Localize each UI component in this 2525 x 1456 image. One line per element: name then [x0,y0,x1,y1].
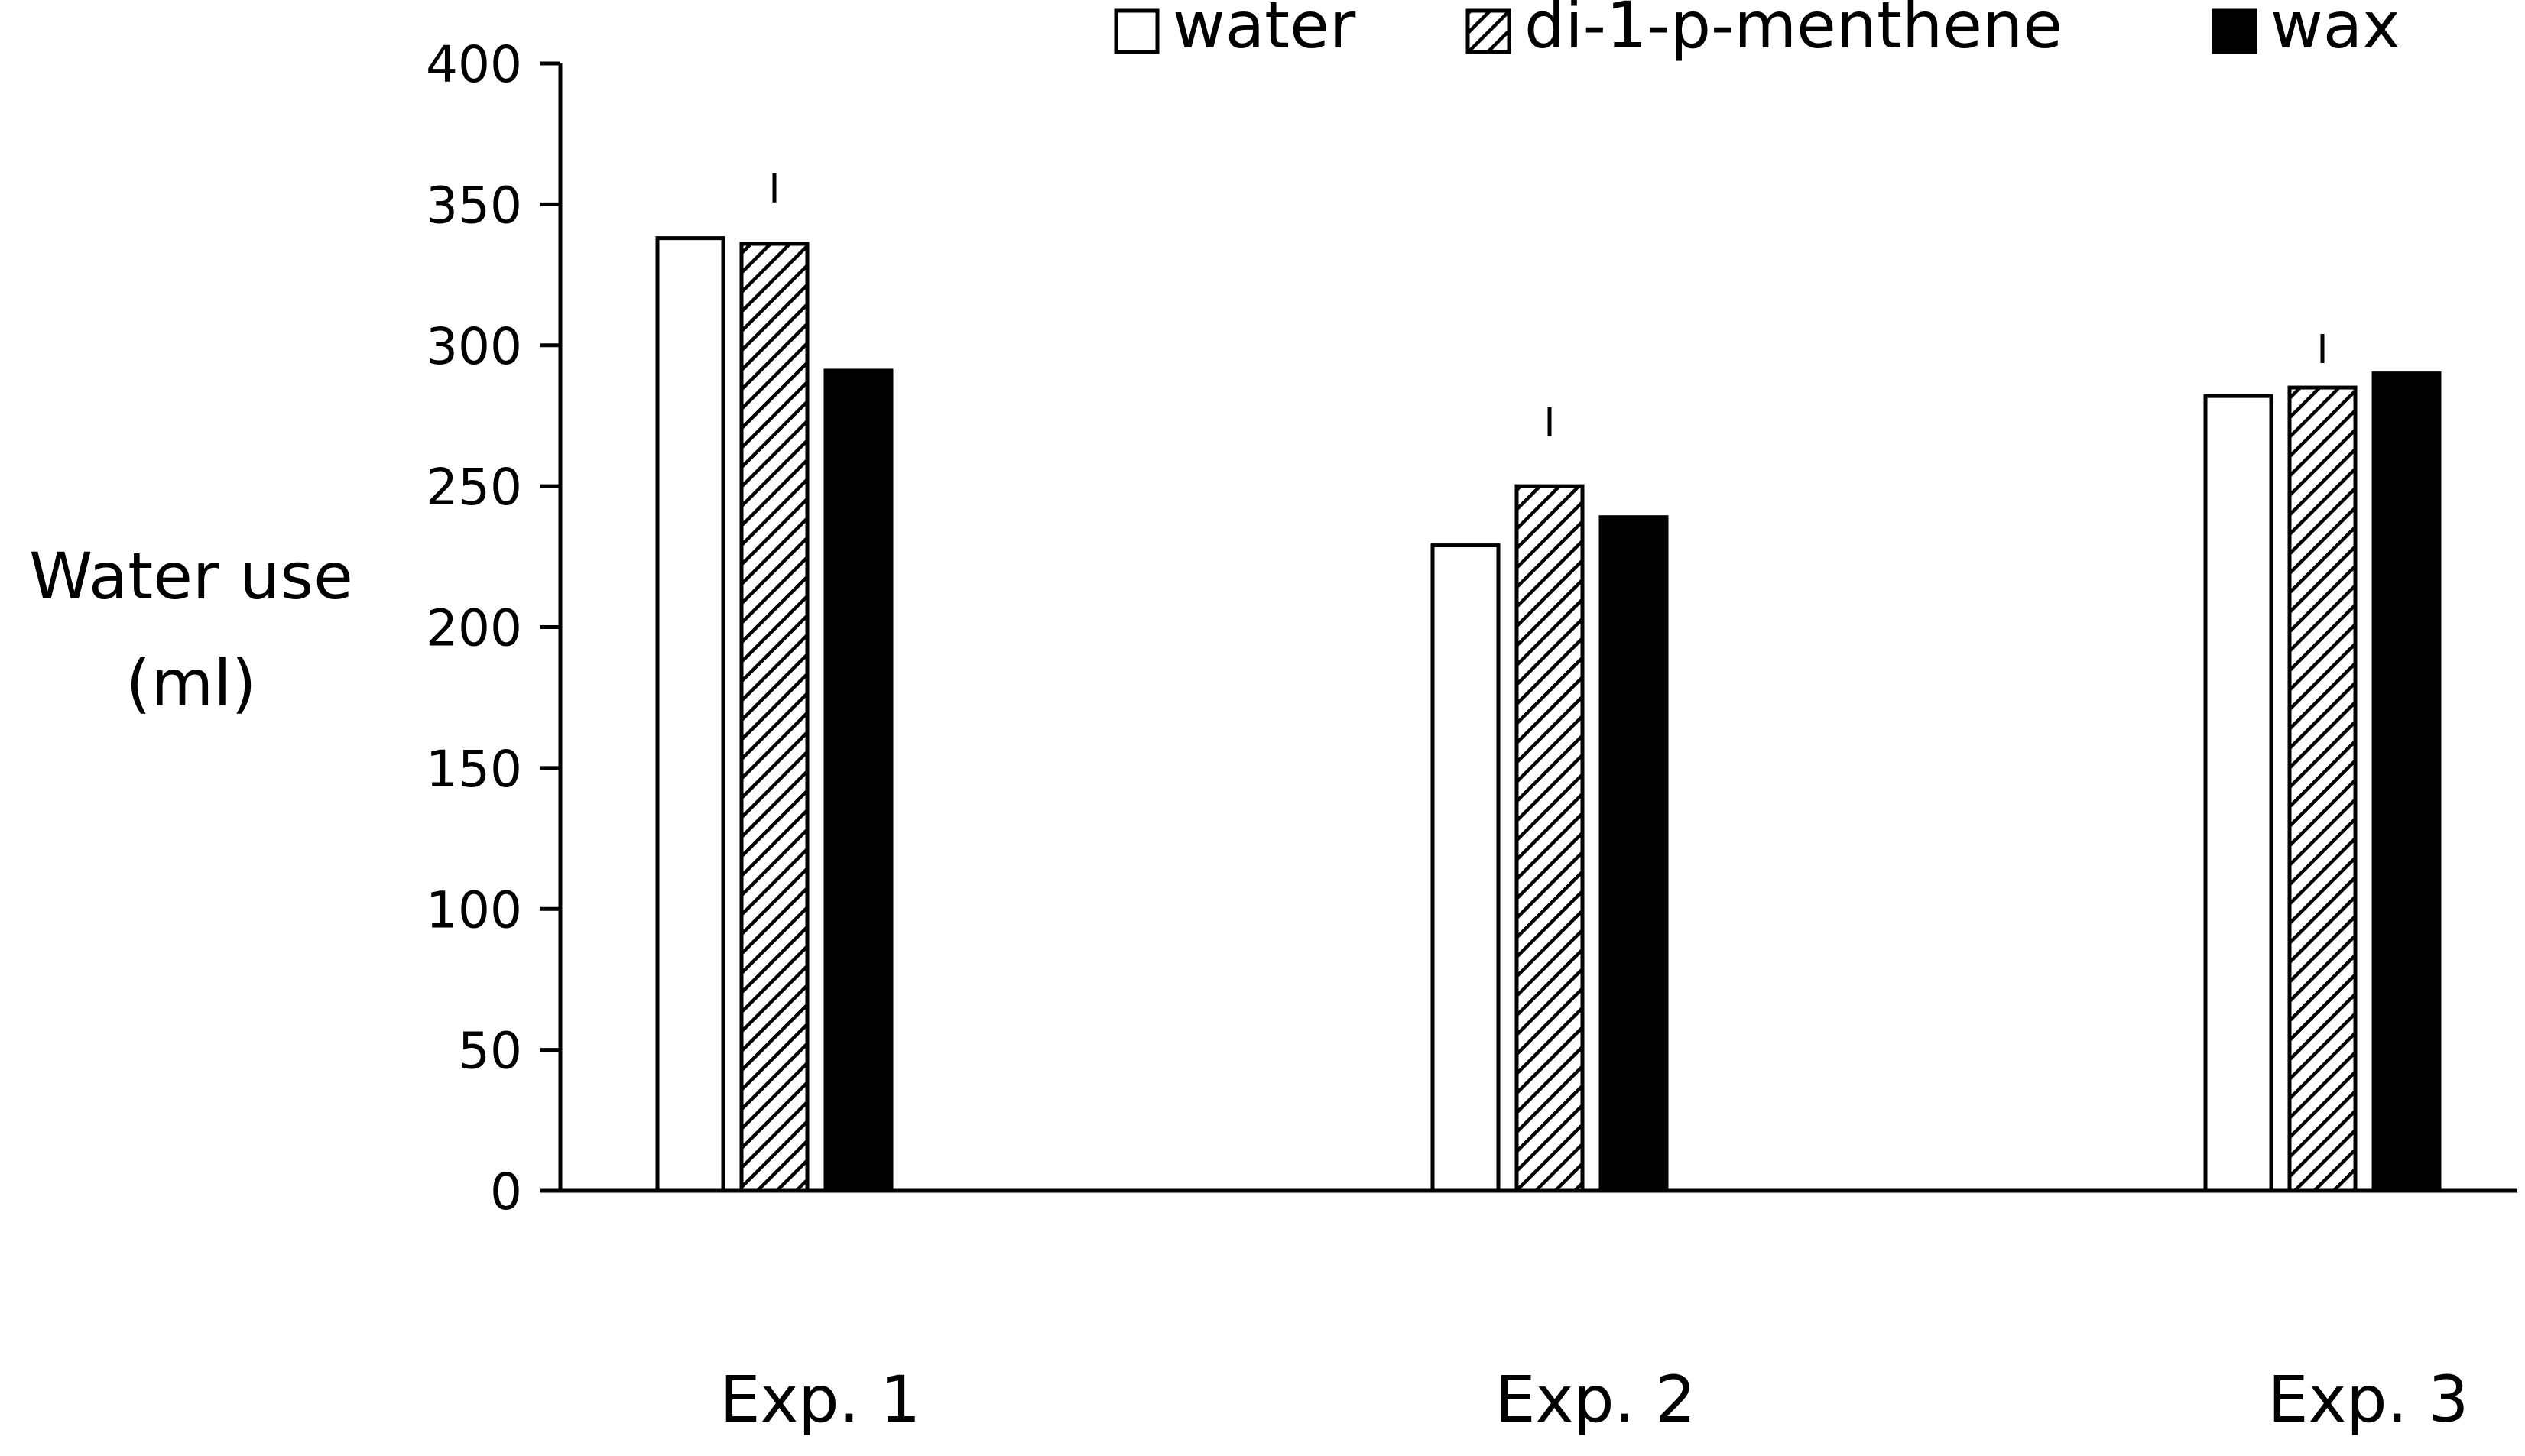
bar-wax[interactable] [2371,371,2442,1193]
y-tick-label: 350 [426,176,522,235]
x-category-label: Exp. 1 [720,1362,921,1437]
y-tick-label: 100 [426,880,522,939]
legend-swatch-wax [2212,8,2257,54]
y-tick-label: 0 [490,1163,522,1221]
bar-wax[interactable] [823,368,894,1193]
x-category-label: Exp. 2 [1495,1362,1696,1437]
x-category-label: Exp. 3 [2268,1362,2469,1437]
legend-label: di-1-p-menthene [1524,0,2063,63]
y-tick-label: 50 [458,1022,522,1081]
y-tick-label: 150 [426,740,522,799]
bar-water[interactable] [655,236,725,1193]
bar-di-1-p-menthene[interactable] [1514,484,1585,1193]
bar-water[interactable] [1430,543,1501,1193]
legend-label: water [1173,0,1356,63]
bar-di-1-p-menthene[interactable] [739,242,810,1193]
y-tick-label: 200 [426,599,522,658]
y-tick-label: 300 [426,317,522,376]
legend-label: wax [2270,0,2400,63]
legend-swatch-water [1114,8,1160,54]
bar-water[interactable] [2203,394,2273,1193]
legend-swatch-di-1-p-menthene [1465,8,1511,54]
y-axis-label: Water use [29,539,353,614]
y-tick-label: 250 [426,458,522,517]
y-tick-label: 400 [426,35,522,94]
bar-wax[interactable] [1598,515,1669,1193]
bar-di-1-p-menthene[interactable] [2287,385,2358,1193]
y-axis-label: (ml) [126,646,257,721]
